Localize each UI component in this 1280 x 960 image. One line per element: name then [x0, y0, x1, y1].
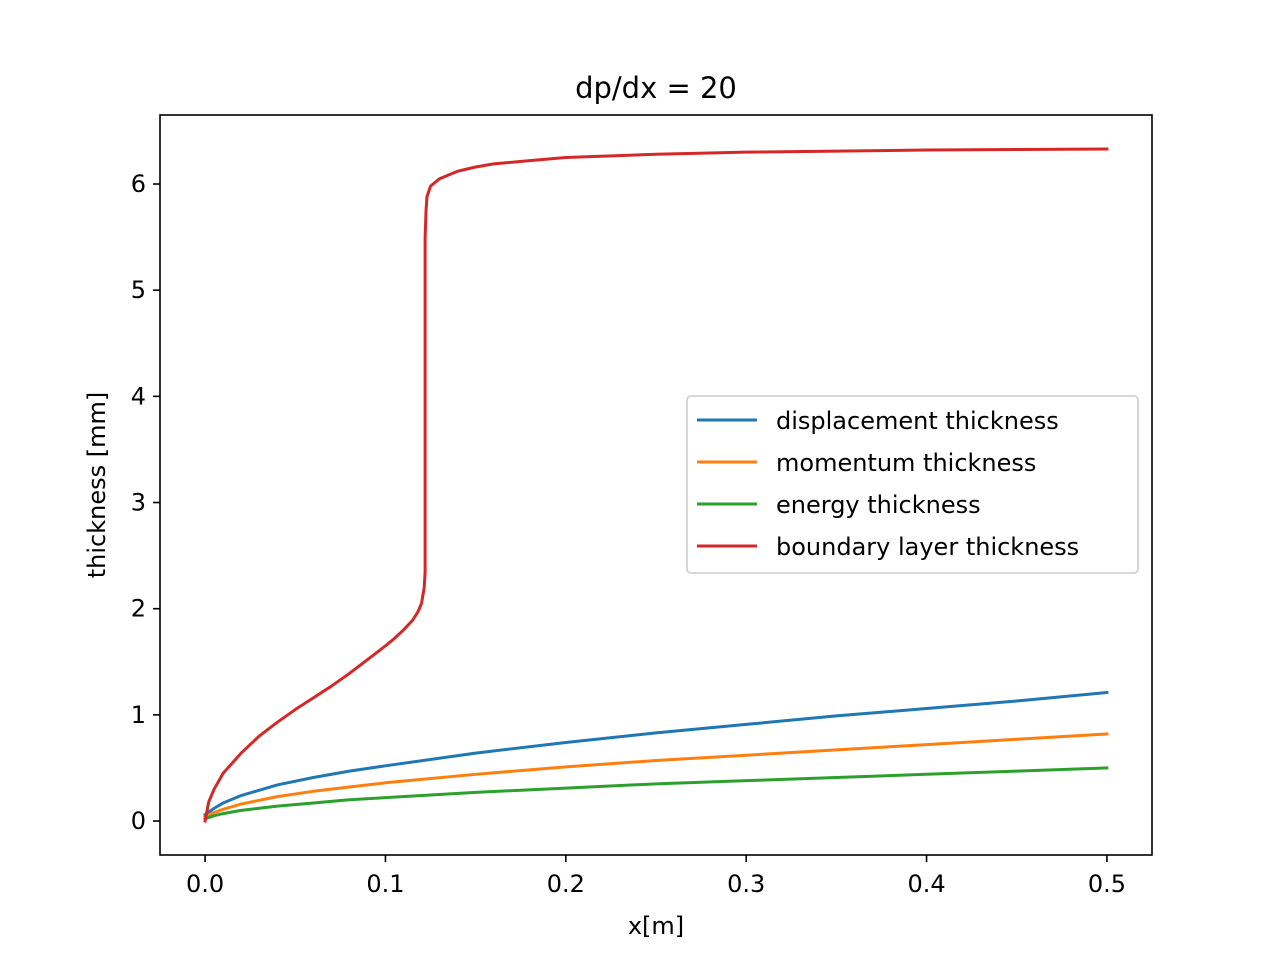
x-tick-label: 0.0	[186, 870, 224, 898]
y-tick-label: 3	[131, 489, 146, 517]
y-tick-label: 6	[131, 170, 146, 198]
legend-label-1: momentum thickness	[776, 449, 1036, 477]
y-tick-label: 0	[131, 807, 146, 835]
series-layer	[202, 147, 1109, 823]
x-tick-label: 0.1	[366, 870, 404, 898]
x-axis: 0.0 0.1 0.2 0.3 0.4 0.5	[186, 855, 1126, 898]
x-tick-label: 0.5	[1088, 870, 1126, 898]
y-axis: 0 1 2 3 4 5 6	[131, 170, 160, 835]
legend-label-3: boundary layer thickness	[776, 533, 1079, 561]
x-tick-label: 0.2	[547, 870, 585, 898]
legend: displacement thickness momentum thickness…	[686, 395, 1139, 574]
series-line-0	[202, 690, 1109, 817]
series-line-3	[203, 147, 1109, 823]
plot-frame	[159, 114, 1153, 856]
y-tick-label: 2	[131, 595, 146, 623]
x-tick-label: 0.4	[907, 870, 945, 898]
x-axis-label: x[m]	[628, 912, 684, 940]
plot-area: 0.0 0.1 0.2 0.3 0.4 0.5 0 1 2 3 4 5 6	[131, 114, 1153, 898]
x-tick-label: 0.3	[727, 870, 765, 898]
series-line-2	[203, 766, 1109, 821]
legend-frame	[686, 395, 1139, 574]
y-tick-label: 5	[131, 276, 146, 304]
legend-label-2: energy thickness	[776, 491, 981, 519]
series-line-1	[203, 732, 1109, 819]
y-tick-label: 4	[131, 382, 146, 410]
chart-title: dp/dx = 20	[575, 71, 737, 105]
legend-label-0: displacement thickness	[776, 407, 1059, 435]
y-tick-label: 1	[131, 701, 146, 729]
y-axis-label: thickness [mm]	[83, 392, 111, 578]
